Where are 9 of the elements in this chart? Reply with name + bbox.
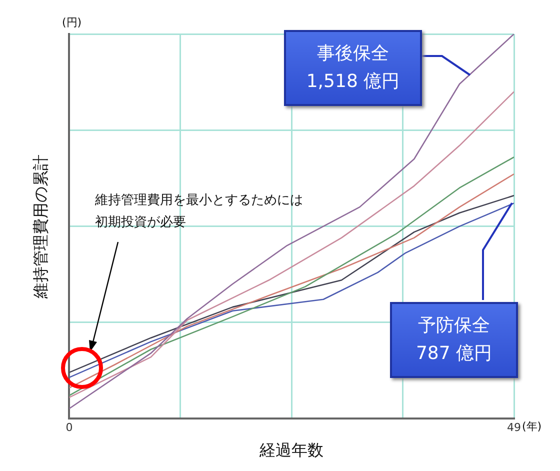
x-tick-label: 0 [66,421,73,434]
text: (円) [62,15,82,31]
annotation: 予防保全 787 億円 [390,302,518,378]
y-axis-title: 維持管理費用の累計 [30,154,50,300]
x-axis-title: 経過年数 [258,440,324,460]
annotation: 事後保全 1,518 億円 [284,30,422,106]
annotation: 維持管理費用を最小とするためには初期投資が必要 [95,192,304,232]
text: (年) [522,419,542,435]
x-tick-label: 49 [507,421,521,434]
